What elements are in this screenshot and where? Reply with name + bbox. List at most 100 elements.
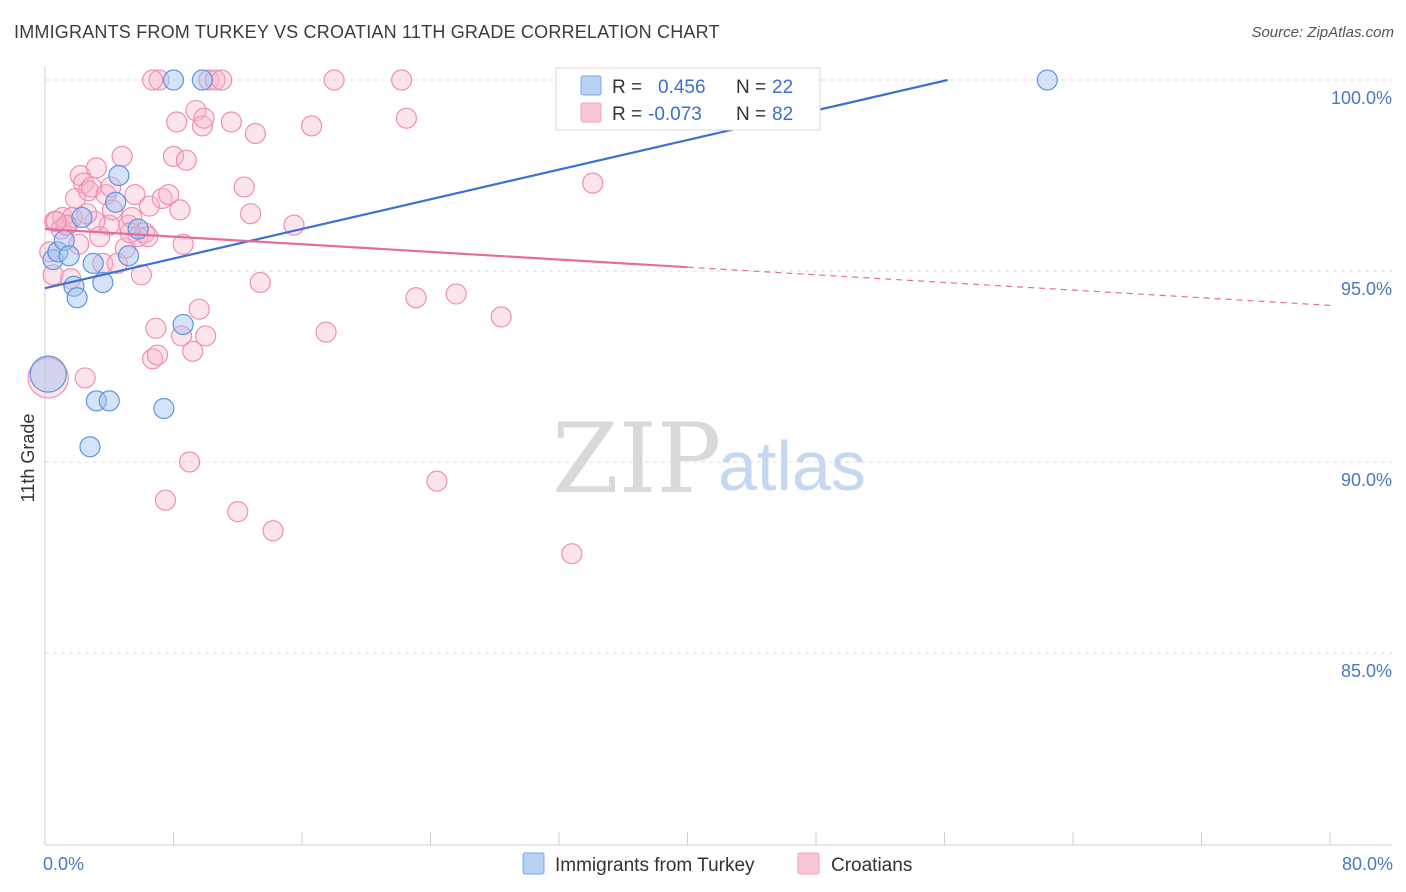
croatians-point xyxy=(249,271,271,294)
croatians-point xyxy=(145,317,167,339)
turkey-point xyxy=(1036,69,1058,91)
turkey-point xyxy=(105,191,127,213)
y-tick-label: 100.0% xyxy=(1331,88,1392,108)
croatians-point xyxy=(233,176,255,198)
turkey-point xyxy=(108,164,130,187)
croatians-point xyxy=(138,195,161,217)
series-legend: Immigrants from Turkey Croatians xyxy=(522,852,912,876)
croatians-point xyxy=(301,115,323,137)
croatians-point xyxy=(323,69,345,91)
croatians-point xyxy=(490,306,512,328)
croatians-point xyxy=(405,287,427,309)
croatians-point xyxy=(315,321,337,343)
croatians-point xyxy=(142,69,164,91)
turkey-point xyxy=(66,287,88,309)
legend-swatch-turkey xyxy=(580,75,602,96)
x-tick-labels: 0.0% 80.0% xyxy=(43,854,1393,874)
croatians-point xyxy=(204,69,226,91)
grid-lines xyxy=(45,79,1392,654)
croatians-point xyxy=(426,470,448,492)
series-legend-label-turkey: Immigrants from Turkey xyxy=(555,855,755,876)
legend-r-label-croatians: R = xyxy=(612,104,642,125)
turkey-point xyxy=(82,252,104,274)
turkey-point xyxy=(58,245,80,267)
croatians-point xyxy=(172,233,194,255)
croatians-point xyxy=(154,489,177,511)
croatians-point xyxy=(227,501,249,523)
croatians-point xyxy=(561,543,583,565)
x-tick-label: 0.0% xyxy=(43,854,84,874)
croatians-point xyxy=(146,344,169,366)
croatians-point xyxy=(445,283,467,305)
croatians-point xyxy=(151,187,173,210)
axes xyxy=(44,66,1392,846)
croatians-point xyxy=(42,264,64,286)
croatians-point xyxy=(121,206,143,229)
turkey-point xyxy=(117,245,140,267)
croatians-point xyxy=(390,69,413,91)
watermark-atlas: atlas xyxy=(718,427,866,505)
y-tick-label: 90.0% xyxy=(1341,470,1392,490)
legend-r-value-turkey: 0.456 xyxy=(658,77,706,98)
croatians-point xyxy=(166,111,188,133)
turkey-point xyxy=(98,390,120,412)
y-tick-label: 95.0% xyxy=(1341,279,1392,299)
turkey-point xyxy=(85,390,108,412)
legend-swatch-croatians xyxy=(580,102,602,123)
croatians-point xyxy=(77,180,99,202)
x-tick-label: 80.0% xyxy=(1342,854,1393,874)
croatians-point xyxy=(395,107,418,129)
data-points xyxy=(27,69,1058,565)
croatians-point xyxy=(193,107,215,129)
croatians-point xyxy=(162,145,185,167)
legend-n-label-croatians: N = xyxy=(736,104,766,125)
croatians-point xyxy=(148,69,170,91)
croatians-trend-extension xyxy=(687,266,1331,306)
turkey-point xyxy=(162,69,185,91)
croatians-point xyxy=(133,222,156,244)
chart-title: IMMIGRANTS FROM TURKEY VS CROATIAN 11TH … xyxy=(14,22,720,42)
turkey-point xyxy=(79,436,101,458)
y-tick-labels: 100.0% 95.0% 90.0% 85.0% xyxy=(1331,88,1392,681)
croatians-point xyxy=(111,145,133,167)
legend-r-value-croatians: -0.073 xyxy=(648,104,702,125)
croatians-point xyxy=(262,520,284,542)
turkey-point xyxy=(191,69,214,91)
croatians-point xyxy=(198,69,220,91)
legend-n-value-turkey: 22 xyxy=(772,77,793,98)
croatians-point xyxy=(170,325,193,347)
croatians-point xyxy=(582,172,604,194)
series-legend-label-croatians: Croatians xyxy=(831,855,912,876)
croatians-point xyxy=(130,264,152,286)
croatians-point xyxy=(195,325,217,347)
turkey-point xyxy=(47,241,69,263)
croatians-point xyxy=(74,367,96,389)
y-tick-label: 85.0% xyxy=(1341,661,1392,681)
croatians-point xyxy=(211,69,233,91)
croatians-point xyxy=(182,340,204,362)
legend-n-label-turkey: N = xyxy=(736,77,766,98)
croatians-point xyxy=(124,184,146,206)
croatians-point xyxy=(178,451,201,473)
croatians-point xyxy=(85,157,108,179)
croatians-point xyxy=(158,184,180,206)
croatians-point xyxy=(45,210,67,232)
turkey-point xyxy=(29,355,67,393)
croatians-point xyxy=(191,115,214,137)
croatians-point xyxy=(169,199,191,221)
croatians-point xyxy=(27,357,69,399)
croatians-point xyxy=(244,122,267,145)
watermark-zip: ZIP xyxy=(552,403,721,515)
turkey-point xyxy=(71,206,93,229)
source-label: Source: ZipAtlas.com xyxy=(1251,24,1394,41)
legend-n-value-croatians: 82 xyxy=(772,104,793,125)
turkey-point xyxy=(92,271,114,294)
croatians-point xyxy=(188,298,210,320)
croatians-point xyxy=(175,149,197,171)
series-legend-swatch-turkey xyxy=(522,852,545,875)
turkey-point xyxy=(153,397,175,420)
y-axis-label: 11th Grade xyxy=(18,414,38,503)
croatians-point xyxy=(240,203,262,225)
series-legend-swatch-croatians xyxy=(797,852,820,875)
